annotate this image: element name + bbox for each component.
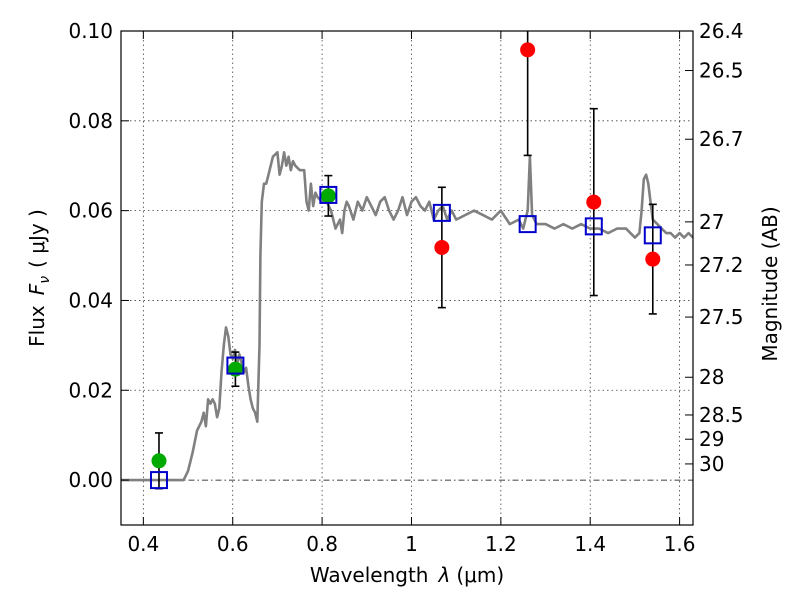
- y2-axis-label: Magnitude (AB): [758, 206, 782, 361]
- x-tick-label: 1.6: [664, 532, 696, 556]
- y-tick-label: 0.04: [68, 288, 113, 312]
- data-point: [320, 188, 336, 204]
- data-point: [434, 239, 450, 255]
- y-tick-label: 0.00: [68, 468, 113, 492]
- model-square: [643, 226, 662, 245]
- spectrum-line: [121, 151, 693, 482]
- model-square: [149, 471, 168, 490]
- x-tick-label: 0.8: [306, 532, 338, 556]
- data-layer: [121, 31, 693, 490]
- y2-tick-label: 27.2: [699, 253, 744, 277]
- data-point: [151, 453, 167, 469]
- model-square: [432, 203, 451, 222]
- y2-tick-label: 30: [699, 452, 724, 476]
- data-point: [520, 42, 536, 58]
- x-tick-label: 0.6: [217, 532, 249, 556]
- y2-tick-label: 26.5: [699, 59, 744, 83]
- y2-tick-label: 28: [699, 365, 724, 389]
- model-square: [584, 217, 603, 236]
- x-tick-label: 1.4: [574, 532, 606, 556]
- y2-tick-label: 27.5: [699, 305, 744, 329]
- y-tick-label: 0.02: [68, 378, 113, 402]
- x-tick-label: 1.2: [485, 532, 517, 556]
- y2-tick-label: 29: [699, 427, 724, 451]
- y-axis-label: FluxFν( μJy ): [25, 209, 53, 347]
- model-square: [518, 215, 537, 234]
- model-square: [226, 356, 245, 375]
- y-tick-label: 0.06: [68, 199, 113, 223]
- y2-tick-label: 26.7: [699, 127, 744, 151]
- y2-tick-label: 27: [699, 210, 724, 234]
- grid: [121, 30, 693, 525]
- x-axis-label: Wavelength λ (μm): [310, 563, 504, 587]
- y-tick-label: 0.08: [68, 109, 113, 133]
- y-tick-label: 0.10: [68, 19, 113, 43]
- plot-area: [121, 31, 693, 490]
- y2-tick-label: 26.4: [699, 19, 744, 43]
- data-point: [586, 194, 602, 210]
- ticks: 0.4 0.6 0.8 1 1.2 1.4 1.6 0.00 0.02 0.04 0.06 0.08 0…: [68, 19, 743, 556]
- x-tick-label: 0.4: [127, 532, 159, 556]
- y2-tick-label: 28.5: [699, 403, 744, 427]
- plot-frame: [120, 30, 694, 526]
- x-tick-label: 1: [405, 532, 418, 556]
- data-point: [645, 251, 661, 267]
- model-square: [319, 185, 338, 204]
